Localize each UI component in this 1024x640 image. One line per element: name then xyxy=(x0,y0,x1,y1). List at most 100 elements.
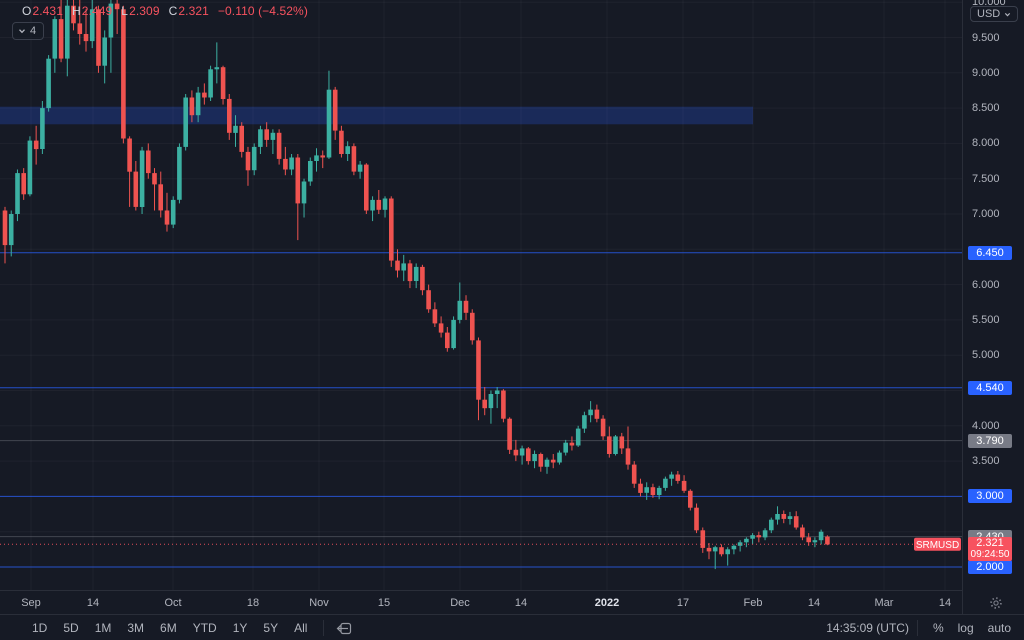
candle xyxy=(189,90,195,123)
log-scale-toggle[interactable]: log xyxy=(957,621,974,635)
time-tick: 15 xyxy=(377,597,391,609)
currency-selector-button[interactable]: USD xyxy=(970,6,1019,22)
time-tick: 17 xyxy=(676,597,690,609)
go-to-date-icon xyxy=(336,622,352,634)
bottom-toolbar: 1D 5D 1M 3M 6M YTD 1Y 5Y All 14:35:09 (UTC) % lo… xyxy=(0,614,1024,640)
price-tick: 8.000 xyxy=(972,137,1000,150)
range-button-1y[interactable]: 1Y xyxy=(232,621,248,635)
time-tick: Sep xyxy=(21,597,41,609)
candle xyxy=(513,439,519,462)
candle xyxy=(139,146,145,214)
candle xyxy=(283,146,288,176)
go-to-date-button[interactable] xyxy=(332,617,356,639)
candle xyxy=(725,547,730,566)
candle xyxy=(258,125,263,154)
candle xyxy=(688,489,693,511)
candle xyxy=(700,527,706,553)
candle xyxy=(544,457,550,474)
time-tick: 14 xyxy=(86,597,100,609)
time-axis[interactable]: Sep 14 Oct 18 Nov 15 Dec 14 2022 17 Feb 14 Mar 14 xyxy=(0,590,962,615)
candle xyxy=(532,450,537,469)
candle xyxy=(675,471,681,484)
price-level-label: 6.450 xyxy=(968,245,1012,260)
axis-settings-button[interactable] xyxy=(986,593,1006,613)
candle xyxy=(77,0,83,45)
grid xyxy=(0,0,962,590)
candle xyxy=(276,129,282,165)
candle xyxy=(681,475,687,493)
range-button-1d[interactable]: 1D xyxy=(32,621,48,635)
price-tick: 5.500 xyxy=(972,313,1000,326)
percent-scale-toggle[interactable]: % xyxy=(932,621,944,635)
range-button-ytd[interactable]: YTD xyxy=(192,621,217,635)
toolbar-divider xyxy=(323,620,325,636)
candle xyxy=(656,485,662,500)
candle xyxy=(264,122,269,147)
supply-zone-rectangle[interactable] xyxy=(0,106,753,125)
candle xyxy=(71,0,76,31)
candle xyxy=(650,483,656,498)
range-button-3m[interactable]: 3M xyxy=(127,621,145,635)
candlestick-chart[interactable]: SRMUSD xyxy=(0,0,962,590)
range-button-1m[interactable]: 1M xyxy=(94,621,112,635)
candle xyxy=(712,545,718,570)
candle xyxy=(526,447,531,465)
chart-pane[interactable]: SRMUSD O 2.431 H 2.449 L 2.309 C 2.321 −0.11… xyxy=(0,0,962,590)
candle xyxy=(164,192,170,232)
currency-label: USD xyxy=(977,8,1001,20)
candle xyxy=(146,143,151,179)
candle xyxy=(27,136,33,197)
candle xyxy=(438,316,444,338)
candle xyxy=(33,125,39,165)
candle xyxy=(426,284,431,313)
session-clock[interactable]: 14:35:09 (UTC) xyxy=(826,621,909,635)
price-tick: 9.000 xyxy=(972,66,1000,79)
range-button-5y[interactable]: 5Y xyxy=(263,621,279,635)
price-axis[interactable]: USD 10.000 9.500 9.000 8.500 8.000 7.500 7.000… xyxy=(962,0,1024,614)
candlestick-series xyxy=(2,0,830,570)
candle xyxy=(806,533,811,546)
price-tick: 9.500 xyxy=(972,31,1000,44)
time-tick: Oct xyxy=(164,597,182,609)
toolbar-divider xyxy=(916,620,918,636)
candle xyxy=(83,9,89,52)
candle xyxy=(775,506,780,525)
scale-controls-group: 14:35:09 (UTC) % log auto xyxy=(826,615,1018,640)
chevron-down-icon xyxy=(19,29,25,34)
price-level-label: 2.000 xyxy=(968,560,1012,574)
candle xyxy=(825,535,830,546)
range-button-all[interactable]: All xyxy=(294,621,308,635)
candle xyxy=(550,454,556,469)
candle xyxy=(401,254,406,282)
candle xyxy=(644,482,649,500)
change-value: −0.110 (−4.52%) xyxy=(217,4,308,18)
ohlc-legend: O 2.431 H 2.449 L 2.309 C 2.321 −0.110 (−4.5… xyxy=(22,4,308,18)
range-button-6m[interactable]: 6M xyxy=(160,621,177,635)
last-price-value: 2.321 xyxy=(976,537,1004,550)
range-button-5d[interactable]: 5D xyxy=(63,621,79,635)
candle xyxy=(121,5,126,144)
auto-scale-toggle[interactable]: auto xyxy=(987,621,1011,635)
candle xyxy=(694,503,699,534)
price-tick: 4.000 xyxy=(972,419,1000,432)
hidden-series-count: 4 xyxy=(30,25,37,37)
symbol-price-tag: SRMUSD xyxy=(914,537,961,551)
candle xyxy=(756,531,762,543)
candle xyxy=(600,415,606,440)
candle xyxy=(744,537,749,548)
candle xyxy=(669,471,674,486)
candle xyxy=(445,327,450,352)
range-buttons-group: 1D 5D 1M 3M 6M YTD 1Y 5Y All xyxy=(0,615,356,640)
candle xyxy=(301,178,307,218)
candle xyxy=(719,544,724,557)
candle xyxy=(607,426,612,458)
candle xyxy=(432,302,438,327)
candle xyxy=(800,524,805,541)
chevron-down-icon xyxy=(1005,12,1011,17)
candle xyxy=(787,511,793,525)
candle xyxy=(108,0,114,73)
candle xyxy=(357,161,363,179)
legend-collapse-button[interactable]: 4 xyxy=(12,22,45,40)
candle xyxy=(594,404,600,423)
